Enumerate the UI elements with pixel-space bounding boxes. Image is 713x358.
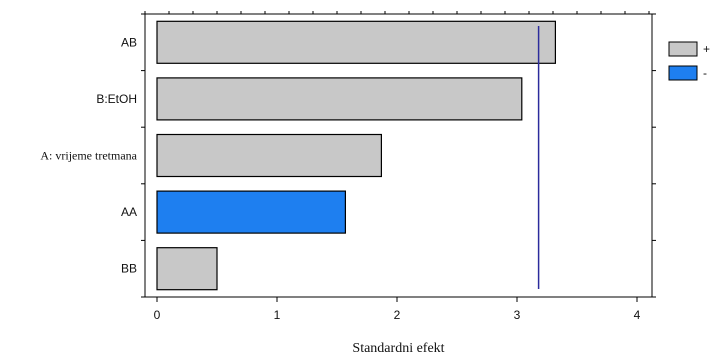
legend: +-: [668, 41, 710, 81]
bar-a-vrijeme-tretmana: [156, 133, 382, 178]
x-tick-label: 4: [634, 308, 641, 322]
x-tick-label: 3: [514, 308, 521, 322]
x-axis-title: Standardni efekt: [352, 341, 444, 356]
legend-swatch: [668, 65, 698, 81]
bar-b-etoh: [156, 77, 523, 121]
bar-aa: [156, 190, 346, 234]
x-tick-label: 0: [154, 308, 161, 322]
plot-area: [141, 11, 656, 298]
legend-label: -: [703, 66, 707, 80]
legend-label: +: [703, 42, 710, 56]
category-label: BB: [121, 262, 137, 276]
category-label: B:EtOH: [96, 92, 137, 106]
bar-ab: [156, 20, 556, 64]
category-label: AB: [121, 35, 137, 49]
bar-bb: [156, 247, 218, 291]
x-tick-label: 2: [394, 308, 401, 322]
category-label: AA: [121, 205, 137, 219]
x-axis-ticks: 0 1 2 3 4: [154, 297, 641, 322]
x-tick-label: 1: [274, 308, 281, 322]
legend-swatch: [668, 41, 698, 57]
category-label: A: vrijeme tretmana: [40, 149, 137, 163]
plot-frame: [144, 13, 653, 298]
category-labels: AB B:EtOH A: vrijeme tretmana AA BB: [40, 35, 137, 275]
bars: [156, 20, 556, 291]
